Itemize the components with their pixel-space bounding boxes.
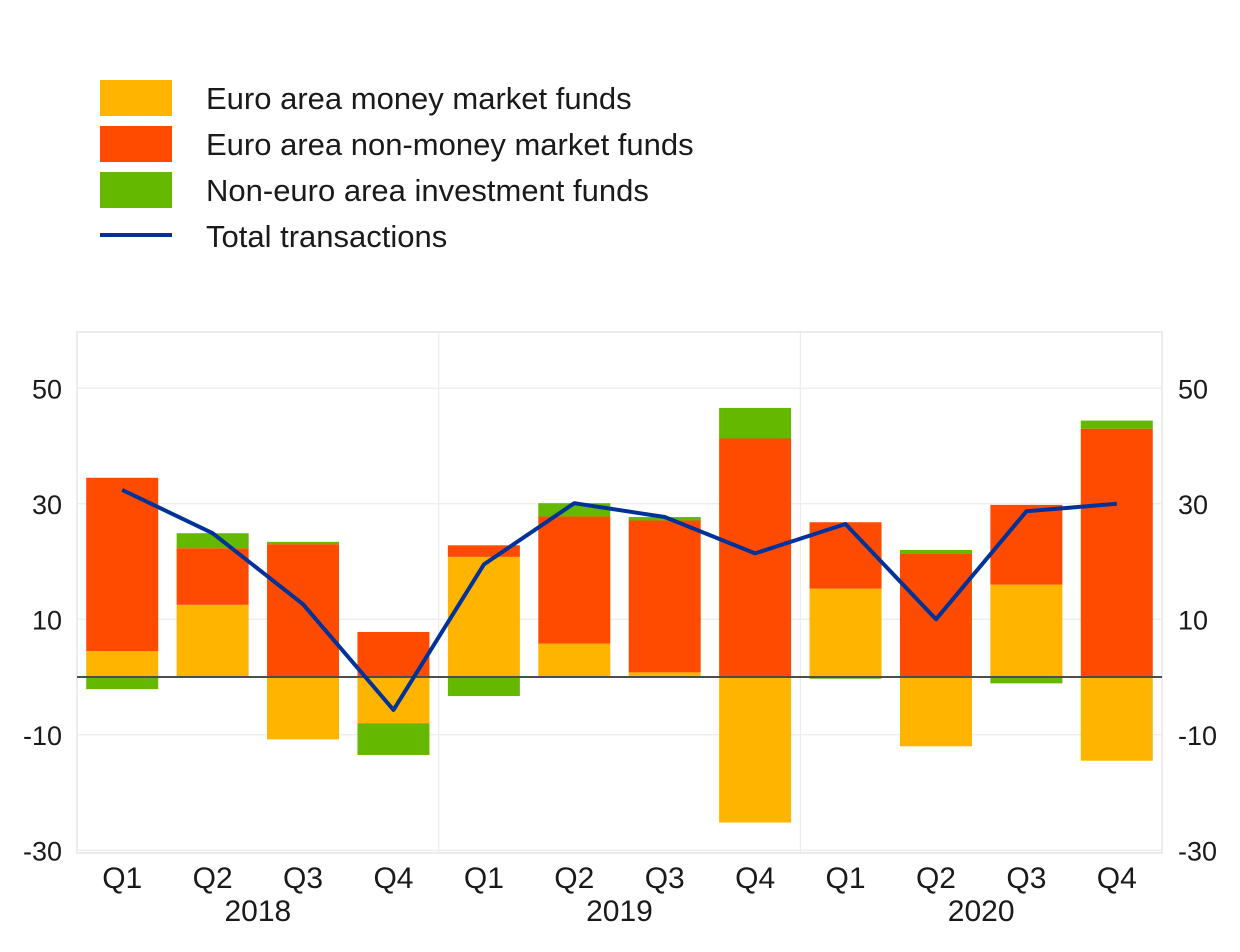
bar-mmf-9 [899,677,972,747]
y-tick-left-50: 50 [32,374,62,404]
bar-non-mmf-4 [447,545,520,557]
x-tick-10: Q3 [1006,862,1046,895]
plot-frame [76,331,1163,854]
bar-mmf-6 [628,672,701,677]
y-tick-right-30: 30 [1178,490,1208,520]
bar-mmf-10 [990,584,1063,677]
y-tick-right-50: 50 [1178,374,1208,404]
bar-non-mmf-11 [1080,428,1153,677]
x-tick-1: Q2 [193,862,233,895]
year-label-2020: 2020 [948,895,1015,928]
year-label-2019: 2019 [586,895,653,928]
bar-non-euro-0 [86,677,159,690]
bar-non-mmf-10 [990,504,1063,585]
bar-non-euro-1 [176,533,249,549]
bar-mmf-3 [357,677,430,724]
legend-swatch-non-euro-area-funds [100,172,172,208]
bar-non-euro-3 [357,723,430,755]
bar-non-mmf-9 [899,553,972,677]
x-tick-6: Q3 [645,862,685,895]
legend-swatch-total-transactions [100,233,172,237]
bar-mmf-5 [538,643,611,677]
legend-swatch-euro-area-non-mmf [100,126,172,162]
bar-mmf-0 [86,651,159,677]
bar-non-euro-4 [447,677,520,697]
y-tick-left-10: 10 [32,605,62,635]
y-tick-left-30: 30 [32,490,62,520]
bar-mmf-1 [176,604,249,677]
legend-label-non-euro-area-funds: Non-euro area investment funds [206,173,649,208]
x-tick-2: Q3 [283,862,323,895]
bar-non-mmf-2 [267,544,340,677]
bar-non-euro-11 [1080,420,1153,429]
bar-non-mmf-7 [719,438,792,677]
x-tick-0: Q1 [102,862,142,895]
legend-swatch-euro-area-mmf [100,80,172,116]
legend-label-euro-area-mmf: Euro area money market funds [206,81,632,116]
bar-non-euro-2 [267,541,340,545]
x-tick-9: Q2 [916,862,956,895]
y-tick-right-10: 10 [1178,605,1208,635]
y-tick-right--10: -10 [1178,721,1217,751]
bar-mmf-7 [719,677,792,823]
legend-label-euro-area-non-mmf: Euro area non-money market funds [206,127,694,162]
year-label-2018: 2018 [224,895,291,928]
x-tick-3: Q4 [373,862,413,895]
legend-label-total-transactions: Total transactions [206,219,448,254]
bar-mmf-4 [447,556,520,677]
bar-mmf-2 [267,677,340,740]
bar-non-euro-7 [719,407,792,439]
bar-non-euro-10 [990,677,1063,684]
x-tick-4: Q1 [464,862,504,895]
bar-mmf-11 [1080,677,1153,761]
x-tick-11: Q4 [1097,862,1137,895]
y-tick-left--10: -10 [23,721,62,751]
bar-non-mmf-6 [628,520,701,673]
y-tick-right--30: -30 [1178,836,1217,866]
bar-mmf-8 [809,588,882,677]
x-tick-7: Q4 [735,862,775,895]
bar-non-mmf-0 [86,477,159,652]
bar-non-mmf-5 [538,516,611,644]
x-tick-5: Q2 [554,862,594,895]
y-tick-left--30: -30 [23,836,62,866]
total-transactions-line [121,488,1117,712]
bar-non-euro-9 [899,549,972,554]
bar-non-mmf-1 [176,548,249,605]
x-tick-8: Q1 [826,862,866,895]
